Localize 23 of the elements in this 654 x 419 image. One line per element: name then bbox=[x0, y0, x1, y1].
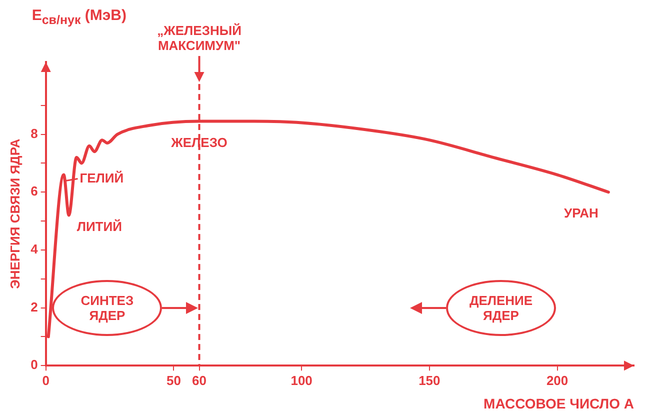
x-tick-label: 100 bbox=[290, 372, 312, 388]
y-tick-label: 8 bbox=[30, 126, 38, 141]
annotation: СИНТЕЗ ЯДЕР bbox=[80, 292, 135, 323]
annotation: ЛИТИЙ bbox=[76, 218, 122, 234]
x-axis-title: МАССОВОЕ ЧИСЛО A bbox=[484, 395, 634, 412]
x-tick-label: 150 bbox=[418, 372, 440, 388]
y-tick-label: 4 bbox=[30, 242, 39, 257]
x-tick-label: 60 bbox=[192, 372, 206, 388]
y-tick-label: 2 bbox=[30, 299, 38, 314]
text: E$_{св/нук}$ (МэВ) bbox=[32, 7, 126, 28]
y-tick-label: 0 bbox=[30, 357, 38, 372]
annotation: ЖЕЛЕЗО bbox=[170, 134, 228, 150]
x-tick-label: 0 bbox=[42, 372, 50, 388]
y-tick-label: 6 bbox=[30, 184, 38, 199]
ellipse-outline: ДЕЛЕНИЕ ЯДЕР bbox=[446, 280, 556, 336]
y-axis-title: ЭНЕРГИЯ СВЯЗИ ЯДРА bbox=[7, 138, 22, 289]
annotation: ГЕЛИЙ bbox=[80, 170, 124, 186]
ref-line-label: „ЖЕЛЕЗНЫЙ МАКСИМУМ" bbox=[157, 23, 242, 54]
x-tick-label: 200 bbox=[546, 372, 568, 388]
annotation: ДЕЛЕНИЕ ЯДЕР bbox=[468, 292, 534, 323]
annotation: УРАН bbox=[564, 206, 598, 221]
ellipse-outline: СИНТЕЗ ЯДЕР bbox=[52, 280, 162, 336]
x-tick-label: 50 bbox=[166, 372, 181, 388]
